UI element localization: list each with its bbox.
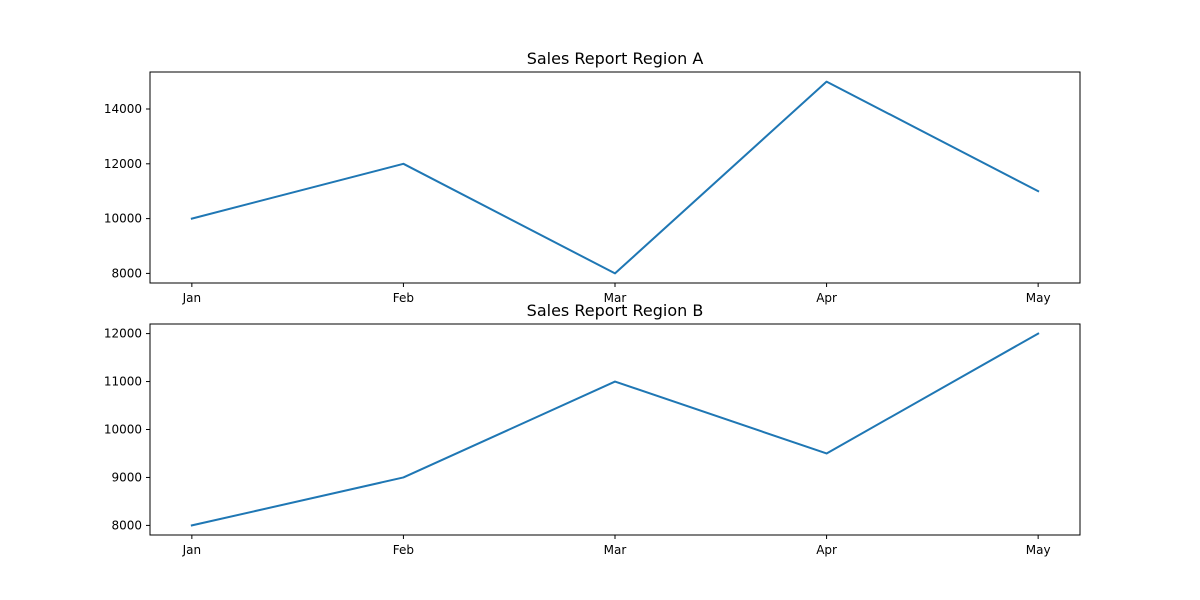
x-tick-label: Apr — [816, 543, 837, 557]
x-tick-label: Jan — [182, 543, 202, 557]
x-tick-label: Mar — [604, 291, 627, 305]
plot-area: Jan Feb Mar Apr May 8000 9000 10000 11000 12000 — [104, 327, 1051, 557]
axes-frame — [149, 323, 1081, 536]
y-tick-label: 12000 — [104, 157, 142, 171]
chart-region-a: Sales Report Region A Jan Feb Mar Apr May 800… — [104, 49, 1081, 305]
x-tick-label: Jan — [182, 291, 202, 305]
y-tick-label: 8000 — [111, 266, 142, 280]
plot-area: Jan Feb Mar Apr May 8000 10000 12000 14000 — [104, 80, 1051, 305]
x-tick-label: Feb — [393, 291, 414, 305]
x-tick-label: May — [1026, 291, 1051, 305]
chart-region-b: Sales Report Region B Jan Feb Mar Apr May 800… — [104, 301, 1081, 557]
series-line — [190, 80, 1040, 275]
x-tick-label: Mar — [604, 543, 627, 557]
series-line — [190, 332, 1040, 527]
chart-title: Sales Report Region B — [527, 301, 704, 320]
y-tick-label: 12000 — [104, 327, 142, 341]
y-tick-label: 8000 — [111, 518, 142, 532]
x-tick-label: May — [1026, 543, 1051, 557]
axes-frame — [149, 71, 1081, 284]
x-tick-label: Apr — [816, 291, 837, 305]
chart-title: Sales Report Region A — [527, 49, 704, 68]
y-tick-label: 14000 — [104, 102, 142, 116]
y-tick-label: 9000 — [111, 470, 142, 484]
y-tick-label: 10000 — [104, 423, 142, 437]
x-tick-label: Feb — [393, 543, 414, 557]
y-tick-label: 11000 — [104, 375, 142, 389]
y-tick-label: 10000 — [104, 212, 142, 226]
